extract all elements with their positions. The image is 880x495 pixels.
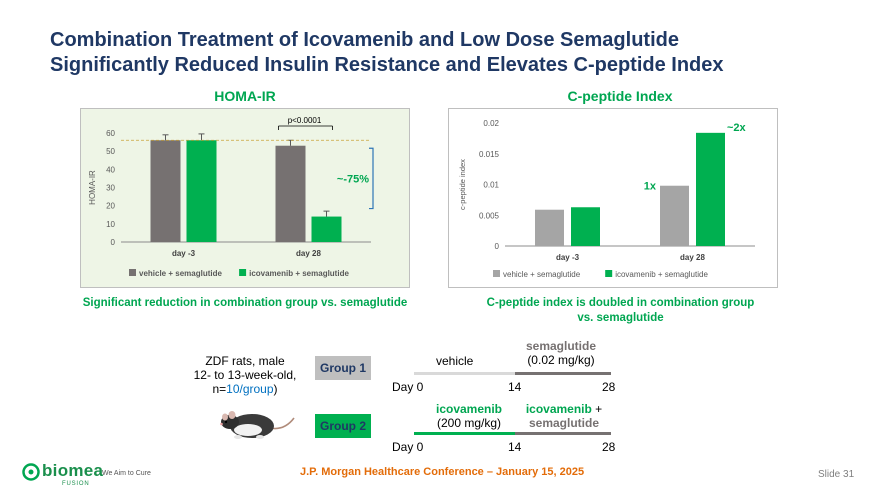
group2-phase1-label: icovamenib (200 mg/kg) xyxy=(426,402,512,430)
x-tick-label: day -3 xyxy=(172,249,196,258)
p-value-label: p<0.0001 xyxy=(288,116,322,125)
y-tick-label: 0 xyxy=(495,242,500,251)
legend-label: icovamenib + semaglutide xyxy=(249,269,349,278)
conference-footer: J.P. Morgan Healthcare Conference – Janu… xyxy=(300,466,585,478)
y-axis-label: c-peptide index xyxy=(458,159,467,210)
x-tick-label: day 28 xyxy=(680,253,705,262)
homa-ir-chart: 0 10 20 30 40 50 60 HOMA-IR day -3 day 28 vehicle … xyxy=(88,116,374,278)
bar xyxy=(186,140,217,242)
slide-title-line2: Significantly Reduced Insulin Resistance… xyxy=(50,54,724,76)
study-description: ZDF rats, male 12- to 13-week-old, n=10/… xyxy=(180,354,310,396)
c-peptide-chart-frame: 0 0.005 0.01 0.015 0.02 c-peptide index day -3… xyxy=(448,108,778,288)
legend-swatch xyxy=(239,269,247,276)
bar xyxy=(535,209,564,246)
y-tick-label: 0 xyxy=(111,238,116,247)
bar xyxy=(696,132,725,246)
group1-day0: Day 0 xyxy=(392,380,424,394)
c-peptide-caption: C-peptide index is doubled in combinatio… xyxy=(448,296,793,326)
homa-ir-title: HOMA-IR xyxy=(214,88,276,104)
y-tick-label: 0.01 xyxy=(483,181,499,190)
study-n-suffix: ) xyxy=(273,382,278,396)
study-rats-line3: n=10/group) xyxy=(180,382,310,396)
group1-day14: 14 xyxy=(508,380,522,394)
legend-swatch xyxy=(493,270,500,277)
group2-phase2-line2: semaglutide xyxy=(528,416,600,430)
slide-title: Combination Treatment of Icovamenib and … xyxy=(50,28,850,78)
y-tick-label: 20 xyxy=(106,202,115,211)
group2-phase2-plus: + xyxy=(591,402,603,416)
study-rats-line2: 12- to 13-week-old, xyxy=(193,368,297,382)
group2-phase2-label: icovamenib + semaglutide xyxy=(516,402,612,430)
legend-label: vehicle + semaglutide xyxy=(139,269,222,278)
label-2x: ~2x xyxy=(727,122,747,134)
rat-illustration xyxy=(220,411,295,439)
homa-ir-caption: Significant reduction in combination gro… xyxy=(82,297,408,309)
brand-sub: FUSION xyxy=(62,481,90,487)
change-label: ~-75% xyxy=(337,173,369,185)
group2-day28: 28 xyxy=(602,440,616,454)
y-tick-label: 10 xyxy=(106,220,115,229)
group2-day0: Day 0 xyxy=(392,440,424,454)
slide-title-line1: Combination Treatment of Icovamenib and … xyxy=(50,29,679,51)
group1-timeline-phase1 xyxy=(414,372,515,375)
group2-day14: 14 xyxy=(508,440,522,454)
x-tick-label: day 28 xyxy=(296,249,321,258)
group2-phase1-line1: icovamenib xyxy=(435,402,503,416)
group2-timeline-phase1 xyxy=(414,432,515,435)
y-tick-label: 0.015 xyxy=(479,150,500,159)
group2-box: Group 2 xyxy=(315,414,371,438)
group2-timeline-phase2 xyxy=(515,432,611,435)
y-tick-label: 50 xyxy=(106,147,115,156)
bar xyxy=(311,216,342,242)
brand-tagline: We Aim to Cure xyxy=(102,470,151,477)
study-group-size: 10/group xyxy=(226,382,274,396)
group2-phase2-line1: icovamenib + xyxy=(516,402,612,416)
group1-day28: 28 xyxy=(602,380,616,394)
bar xyxy=(150,140,181,242)
change-bracket xyxy=(369,147,374,210)
y-tick-label: 0.02 xyxy=(483,119,499,128)
legend-swatch xyxy=(605,270,613,277)
brand-logo-icon xyxy=(22,463,40,481)
c-peptide-chart: 0 0.005 0.01 0.015 0.02 c-peptide index day -3… xyxy=(458,119,755,279)
y-tick-label: 60 xyxy=(106,129,115,138)
x-tick-label: day -3 xyxy=(556,253,580,262)
bar xyxy=(660,185,689,246)
study-n-prefix: n= xyxy=(212,382,227,396)
group2-phase2-drug: icovamenib xyxy=(525,402,592,416)
legend-swatch xyxy=(129,269,136,276)
bar xyxy=(571,207,600,246)
bar xyxy=(275,145,306,242)
brand-name: biomea xyxy=(42,461,104,480)
c-peptide-caption-line1: C-peptide index is doubled in combinatio… xyxy=(486,297,755,309)
slide-number: Slide 31 xyxy=(818,469,855,480)
group1-phase2-label: semaglutide (0.02 mg/kg) xyxy=(516,339,606,367)
y-tick-label: 0.005 xyxy=(479,211,500,220)
c-peptide-caption-line2: vs. semaglutide xyxy=(577,312,664,324)
study-rats-line1: ZDF rats, male xyxy=(205,354,285,368)
label-1x: 1x xyxy=(644,181,657,193)
y-tick-label: 40 xyxy=(106,165,115,174)
group1-box: Group 1 xyxy=(315,356,371,380)
homa-ir-chart-frame: 0 10 20 30 40 50 60 HOMA-IR day -3 day 28 vehicle … xyxy=(80,108,410,288)
y-tick-label: 30 xyxy=(106,184,115,193)
y-axis-label: HOMA-IR xyxy=(88,170,97,205)
c-peptide-title: C-peptide Index xyxy=(567,88,673,104)
group1-phase2-line2: (0.02 mg/kg) xyxy=(527,353,595,367)
group1-phase1-label: vehicle xyxy=(436,354,474,368)
group2-phase1-line2: (200 mg/kg) xyxy=(436,416,502,430)
legend-label: icovamenib + semaglutide xyxy=(615,270,708,279)
group1-timeline-phase2 xyxy=(515,372,611,375)
brand-logo: biomea FUSION xyxy=(22,461,122,489)
group1-phase2-line1: semaglutide xyxy=(525,339,597,353)
legend-label: vehicle + semaglutide xyxy=(503,270,581,279)
